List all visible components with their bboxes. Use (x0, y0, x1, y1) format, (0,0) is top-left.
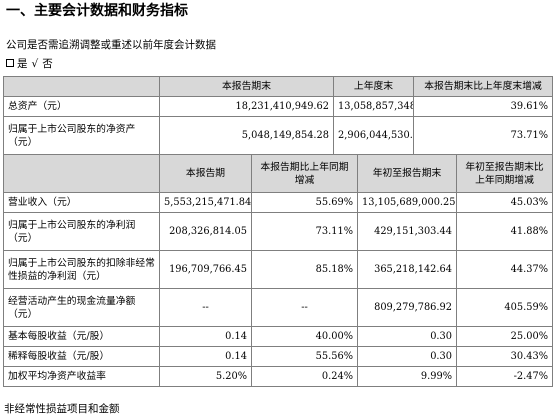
table-cell: 45.03% (456, 192, 554, 213)
footer-caption: 非经常性损益项目和金额 (4, 403, 120, 415)
header-prior-year-end: 上年度末 (333, 76, 415, 97)
table-cell: 30.43% (456, 346, 554, 367)
row-label: 归属于上市公司股东的扣除非经常性损益的净利润（元） (3, 250, 160, 289)
table-cell: 208,326,814.05 (159, 212, 252, 251)
checkbox-icon (6, 59, 14, 67)
table-cell: -2.47% (456, 366, 554, 387)
table-cell: 13,058,857,348.42 (333, 96, 415, 117)
table-row: 经营活动产生的现金流量净额（元） -- -- 809,279,786.92 40… (3, 288, 554, 327)
table-row: 归属于上市公司股东的净资产（元） 5,048,149,854.28 2,906,… (3, 116, 554, 155)
table-row: 加权平均净资产收益率 5.20% 0.24% 9.99% -2.47% (3, 366, 554, 387)
table-cell: 41.88% (456, 212, 554, 251)
table-cell: 196,709,766.45 (159, 250, 252, 289)
row-label: 稀释每股收益（元/股） (3, 346, 160, 367)
table-cell: 55.69% (250, 192, 359, 213)
table-cell: 0.30 (357, 346, 458, 367)
table-cell: 25.00% (456, 326, 554, 347)
table-cell: 5,553,215,471.84 (159, 192, 252, 213)
table-cell: 0.14 (159, 326, 252, 347)
adjustment-choice: 是 √ 否 (6, 57, 53, 71)
table-cell: 0.30 (357, 326, 458, 347)
table-cell: 40.00% (250, 326, 359, 347)
table-cell: 73.11% (250, 212, 359, 251)
table-cell: 0.24% (250, 366, 359, 387)
table-cell: -- (250, 288, 359, 327)
row-label: 加权平均净资产收益率 (3, 366, 160, 387)
table-cell: 5.20% (159, 366, 252, 387)
header-change-vs-prior-year-end: 本报告期末比上年度末增减 (413, 76, 554, 97)
section-heading: 一、主要会计数据和财务指标 (6, 3, 188, 19)
row-label: 经营活动产生的现金流量净额（元） (3, 288, 160, 327)
row-label: 基本每股收益（元/股） (3, 326, 160, 347)
table-row: 总资产（元） 18,231,410,949.62 13,058,857,348.… (3, 96, 554, 117)
header-year-to-date: 年初至报告期末 (357, 154, 458, 193)
adjustment-question: 公司是否需追溯调整或重述以前年度会计数据 (6, 39, 216, 51)
row-label: 营业收入（元） (3, 192, 160, 213)
header-current-period: 本报告期 (159, 154, 252, 193)
table-cell: 405.59% (456, 288, 554, 327)
table-row: 基本每股收益（元/股） 0.14 40.00% 0.30 25.00% (3, 326, 554, 347)
choice-no: 否 (42, 58, 53, 70)
table-row: 稀释每股收益（元/股） 0.14 55.56% 0.30 30.43% (3, 346, 554, 367)
table-cell: 9.99% (357, 366, 458, 387)
row-label: 归属于上市公司股东的净资产（元） (3, 116, 160, 155)
table-cell: 5,048,149,854.28 (158, 116, 335, 155)
header-cell (3, 76, 160, 97)
header-current-period-end: 本报告期末 (158, 76, 335, 97)
header-cell (3, 154, 160, 193)
table-cell: 55.56% (250, 346, 359, 367)
table-row: 营业收入（元） 5,553,215,471.84 55.69% 13,105,6… (3, 192, 554, 213)
table-cell: 44.37% (456, 250, 554, 289)
check-mark: √ (31, 58, 39, 70)
table-cell: -- (159, 288, 252, 327)
table-cell: 2,906,044,530.94 (333, 116, 415, 155)
table-cell: 365,218,142.64 (357, 250, 458, 289)
table-cell: 39.61% (413, 96, 554, 117)
table-cell: 429,151,303.44 (357, 212, 458, 251)
table-row: 归属于上市公司股东的净利润（元） 208,326,814.05 73.11% 4… (3, 212, 554, 251)
table-cell: 809,279,786.92 (357, 288, 458, 327)
table-cell: 13,105,689,000.25 (357, 192, 458, 213)
table-row: 归属于上市公司股东的扣除非经常性损益的净利润（元） 196,709,766.45… (3, 250, 554, 289)
table-cell: 18,231,410,949.62 (158, 96, 335, 117)
table-cell: 73.71% (413, 116, 554, 155)
header-change-year-to-date: 年初至报告期末比上年同期增减 (456, 154, 554, 193)
table-cell: 85.18% (250, 250, 359, 289)
table-cell: 0.14 (159, 346, 252, 367)
top-header-row: 本报告期末 上年度末 本报告期末比上年度末增减 (3, 76, 554, 97)
row-label: 总资产（元） (3, 96, 160, 117)
bottom-header-row: 本报告期 本报告期比上年同期增减 年初至报告期末 年初至报告期末比上年同期增减 (3, 154, 554, 193)
choice-yes: 是 (17, 58, 28, 70)
financial-data-table: 本报告期末 上年度末 本报告期末比上年度末增减 总资产（元） 18,231,41… (3, 76, 554, 387)
row-label: 归属于上市公司股东的净利润（元） (3, 212, 160, 251)
header-change-vs-prior-period: 本报告期比上年同期增减 (250, 154, 359, 193)
